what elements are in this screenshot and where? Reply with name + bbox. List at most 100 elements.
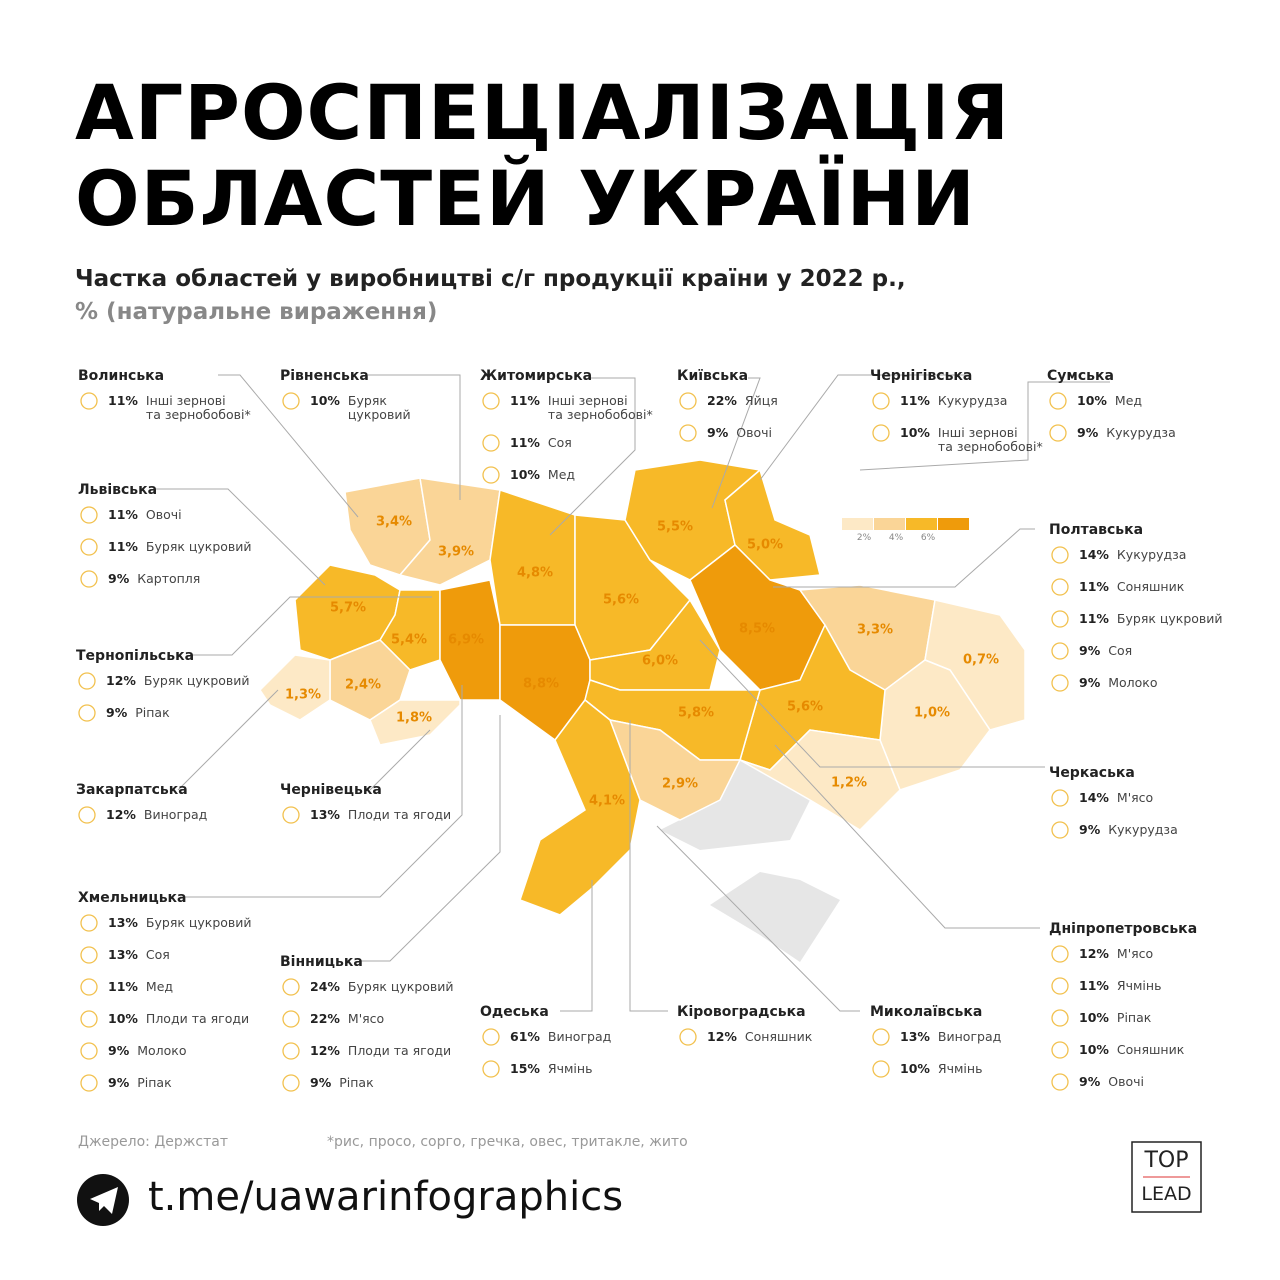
share: 14%	[1079, 547, 1109, 562]
callout-item: 10% Інші зернові та зернобобові*	[870, 424, 1043, 454]
region-name: Черкаська	[1049, 765, 1135, 781]
product-icon	[282, 806, 300, 824]
link[interactable]: t.me/uawarinfographics	[148, 1174, 624, 1220]
product-icon	[282, 392, 300, 410]
product: Ячмінь	[1116, 978, 1162, 993]
region-share: 5,8%	[678, 706, 714, 721]
share: 24%	[310, 979, 340, 994]
share: 13%	[108, 947, 138, 962]
region-name: Сумська	[1047, 368, 1114, 384]
share: 11%	[510, 435, 540, 450]
share: 10%	[510, 467, 540, 482]
region-share: 5,6%	[603, 593, 639, 608]
callout: Дніпропетровська 12% М'ясо 11% Ячмінь 10% Ріпа…	[1049, 921, 1197, 1107]
product-icon	[78, 704, 96, 722]
leader-line	[773, 528, 1035, 588]
callout: Закарпатська 12% Виноград	[76, 782, 207, 840]
share: 9%	[1077, 425, 1099, 440]
product: Ріпак	[137, 1075, 172, 1090]
leader-line	[859, 381, 1110, 471]
product-icon	[679, 1028, 697, 1046]
share: 9%	[707, 425, 729, 440]
callout-item: 11% Інші зернові та зернобобові*	[78, 392, 251, 422]
legend-swatch	[938, 518, 969, 530]
share: 10%	[310, 393, 340, 408]
product: Буряк цукровий	[1116, 611, 1223, 626]
region-name: Миколаївська	[870, 1004, 983, 1020]
product: Соняшник	[1116, 579, 1185, 594]
region-name: Хмельницька	[78, 890, 187, 906]
product-icon	[80, 1010, 98, 1028]
region-name: Львівська	[78, 482, 158, 498]
callout-item: 10% Плоди та ягоди	[78, 1010, 252, 1030]
share: 10%	[1079, 1010, 1109, 1025]
region-share: 8,8%	[523, 677, 559, 692]
region-share: 1,0%	[914, 706, 950, 721]
product-icon	[78, 806, 96, 824]
product: Ріпак	[1116, 1010, 1152, 1025]
region-share: 2,4%	[345, 678, 381, 693]
product-icon	[80, 538, 98, 556]
region-share: 3,9%	[438, 545, 474, 560]
callout-item: 9% Овочі	[1049, 1073, 1197, 1093]
product: М'ясо	[347, 1011, 385, 1026]
product: Соняшник	[744, 1029, 813, 1044]
callout-item: 11% Кукурудза	[870, 392, 1043, 412]
product-icon	[282, 978, 300, 996]
product: Ячмінь	[547, 1061, 593, 1076]
callout-item: 9% Ріпак	[78, 1074, 252, 1094]
leader-line	[699, 639, 1045, 768]
leader-line	[629, 720, 668, 1012]
callout-item: 9% Кукурудза	[1047, 424, 1176, 444]
product: Плоди та ягоди	[347, 807, 452, 822]
callout-item: 13% Соя	[78, 946, 252, 966]
share: 61%	[510, 1029, 540, 1044]
product: Виноград	[547, 1029, 612, 1044]
region-share: 5,7%	[330, 601, 366, 616]
region-share: 3,4%	[376, 515, 412, 530]
title: ОБЛАСТЕЙ УКРАЇНИ	[75, 154, 976, 243]
region-share: 8,5%	[739, 622, 775, 637]
product-icon	[482, 1028, 500, 1046]
region	[608, 718, 742, 821]
region-name: Вінницька	[280, 954, 363, 970]
callout-item: 10% Мед	[480, 466, 653, 486]
region	[489, 489, 576, 626]
share: 9%	[1079, 822, 1101, 837]
product-icon	[282, 1042, 300, 1060]
product: Плоди та ягоди	[347, 1043, 452, 1058]
share: 9%	[106, 705, 128, 720]
product: Ріпак	[339, 1075, 374, 1090]
product-icon	[282, 1010, 300, 1028]
subtitle: Частка областей у виробництві с/г продук…	[75, 266, 906, 292]
region-name: Одеська	[480, 1004, 549, 1020]
share: 12%	[707, 1029, 737, 1044]
product: Інші зернові та зернобобові*	[145, 393, 251, 422]
product: Молоко	[137, 1043, 187, 1058]
callout-item: 22% М'ясо	[280, 1010, 454, 1030]
share: 11%	[510, 393, 540, 408]
callout-item: 11% Ячмінь	[1049, 977, 1197, 997]
product-icon	[1051, 674, 1069, 692]
region	[739, 729, 901, 831]
share: 13%	[900, 1029, 930, 1044]
product-icon	[679, 392, 697, 410]
product-icon	[1051, 789, 1069, 807]
product-icon	[1051, 610, 1069, 628]
product: Картопля	[137, 571, 201, 586]
product-icon	[482, 466, 500, 484]
callout-item: 13% Буряк цукровий	[78, 914, 252, 934]
leader-line	[218, 374, 359, 518]
callout-item: 14% М'ясо	[1049, 789, 1178, 809]
share: 9%	[108, 1075, 130, 1090]
share: 9%	[108, 571, 130, 586]
share: 10%	[900, 1061, 930, 1076]
product-icon	[1051, 821, 1069, 839]
region-name: Чернівецька	[280, 782, 382, 798]
legend-swatch	[874, 518, 905, 530]
product: Буряк цукровий	[347, 393, 411, 422]
product: Соя	[1108, 643, 1133, 658]
product-icon	[80, 914, 98, 932]
share: 11%	[1079, 611, 1109, 626]
product: Кукурудза	[1116, 547, 1187, 562]
